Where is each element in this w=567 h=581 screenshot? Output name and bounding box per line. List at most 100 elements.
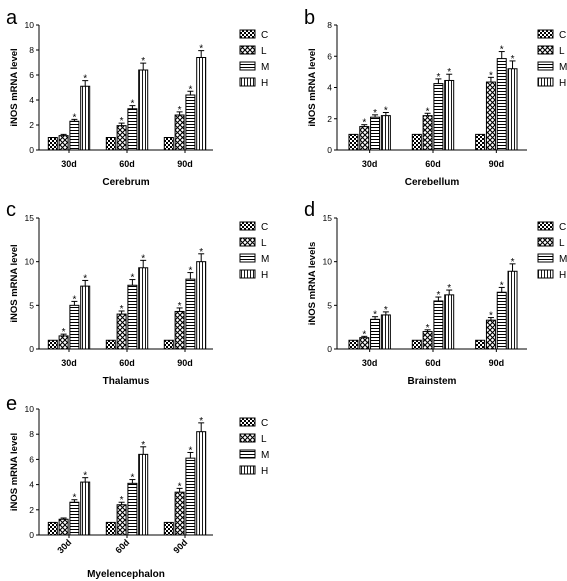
legend-label: C (261, 418, 268, 429)
bar-L-60d (422, 115, 433, 151)
bar-M-60d (433, 300, 444, 350)
y-tick-label: 10 (25, 257, 35, 267)
significance-marker: * (178, 105, 182, 116)
x-tick-label: 30d (61, 358, 77, 368)
significance-marker: * (188, 445, 192, 456)
bar-H-30d (380, 115, 391, 151)
bar-L-90d (174, 114, 185, 151)
significance-marker: * (178, 301, 182, 312)
legend-label: L (261, 46, 267, 57)
significance-marker: * (130, 99, 134, 110)
bar-M-30d (370, 318, 381, 350)
bar-H-60d (138, 453, 149, 536)
y-tick-label: 0 (327, 145, 332, 155)
legend-swatch-H (537, 77, 554, 87)
legend-swatch-H (239, 465, 256, 475)
y-axis-label: iNOS mRNA level (307, 48, 318, 126)
bar-L-90d (485, 81, 496, 151)
panel-e: e 0 2 4 6 8 10 iNOS mRNA level 30d * * 60d * * * 90d * * *… (6, 393, 269, 580)
y-tick-label: 2 (29, 505, 34, 515)
bar-C-30d (47, 137, 58, 151)
significance-marker: * (500, 280, 504, 291)
x-tick-label: 60d (119, 358, 135, 368)
panel-c: c 0 5 10 15 iNOS mRNA level 30d * * * 60d * * * 90d * * *… (6, 199, 269, 387)
bar-H-60d (138, 69, 149, 151)
significance-marker: * (489, 70, 493, 81)
x-axis-label: Cerebellum (405, 177, 460, 188)
panel-letter: a (6, 7, 18, 29)
bar-L-60d (422, 331, 433, 350)
y-tick-label: 4 (327, 83, 332, 93)
bar-M-60d (127, 108, 138, 151)
legend-label: C (261, 222, 268, 233)
bar-C-30d (47, 339, 58, 350)
bar-H-90d (196, 431, 207, 536)
legend-label: L (559, 238, 565, 249)
bar-M-30d (69, 120, 80, 151)
legend-swatch-M (239, 253, 256, 263)
y-tick-label: 0 (29, 344, 34, 354)
legend-swatch-L (239, 45, 256, 55)
significance-marker: * (384, 305, 388, 316)
panel-letter: b (304, 7, 315, 29)
bar-C-90d (163, 339, 174, 350)
panel-d: d 0 5 10 15 iNOS mRNA levels 30d * * * 60d * * * 90d * *… (304, 199, 567, 387)
legend-swatch-M (239, 61, 256, 71)
bar-L-30d (58, 518, 69, 536)
bar-L-30d (58, 135, 69, 151)
bar-C-30d (47, 521, 58, 536)
y-tick-label: 8 (327, 20, 332, 30)
bar-M-30d (370, 116, 381, 151)
bar-M-90d (185, 278, 196, 350)
legend-swatch-C (239, 417, 256, 427)
y-tick-label: 0 (327, 344, 332, 354)
significance-marker: * (447, 67, 451, 78)
bar-M-30d (69, 304, 80, 350)
y-tick-label: 0 (29, 145, 34, 155)
bar-H-90d (196, 261, 207, 350)
significance-marker: * (83, 273, 87, 284)
y-tick-label: 4 (29, 95, 34, 105)
bar-M-90d (185, 94, 196, 151)
y-tick-label: 6 (327, 51, 332, 61)
legend-label: L (261, 238, 267, 249)
y-tick-label: 8 (29, 45, 34, 55)
legend-swatch-C (537, 221, 554, 231)
legend-swatch-L (537, 45, 554, 55)
significance-marker: * (141, 56, 145, 67)
legend-swatch-H (239, 269, 256, 279)
bar-M-90d (496, 291, 507, 350)
significance-marker: * (199, 44, 203, 55)
x-tick-label: 90d (171, 537, 189, 555)
panel-a: a 0 2 4 6 8 10 iNOS mRNA level 30d * * 60d * * * 90d * * *… (6, 7, 269, 188)
x-tick-label: 30d (55, 537, 73, 555)
x-tick-label: 60d (113, 537, 131, 555)
significance-marker: * (199, 416, 203, 427)
x-tick-label: 90d (177, 358, 193, 368)
x-tick-label: 90d (177, 159, 193, 169)
significance-marker: * (130, 273, 134, 284)
legend-label: H (261, 270, 268, 281)
y-tick-label: 8 (29, 429, 34, 439)
x-tick-label: 30d (362, 358, 378, 368)
y-tick-label: 5 (29, 300, 34, 310)
significance-marker: * (188, 266, 192, 277)
y-tick-label: 4 (29, 480, 34, 490)
legend-label: L (261, 434, 267, 445)
x-axis-label: Brainstem (408, 376, 457, 387)
significance-marker: * (426, 323, 430, 334)
significance-marker: * (199, 247, 203, 258)
y-tick-label: 15 (25, 213, 35, 223)
y-tick-label: 0 (29, 530, 34, 540)
legend-label: C (559, 30, 566, 41)
legend-label: H (559, 78, 566, 89)
bar-L-90d (174, 491, 185, 536)
y-tick-label: 2 (327, 114, 332, 124)
x-axis-label: Thalamus (103, 376, 150, 387)
x-axis-label: Myelencephalon (87, 569, 165, 580)
significance-marker: * (489, 311, 493, 322)
y-tick-label: 15 (323, 213, 333, 223)
y-tick-label: 10 (323, 257, 333, 267)
